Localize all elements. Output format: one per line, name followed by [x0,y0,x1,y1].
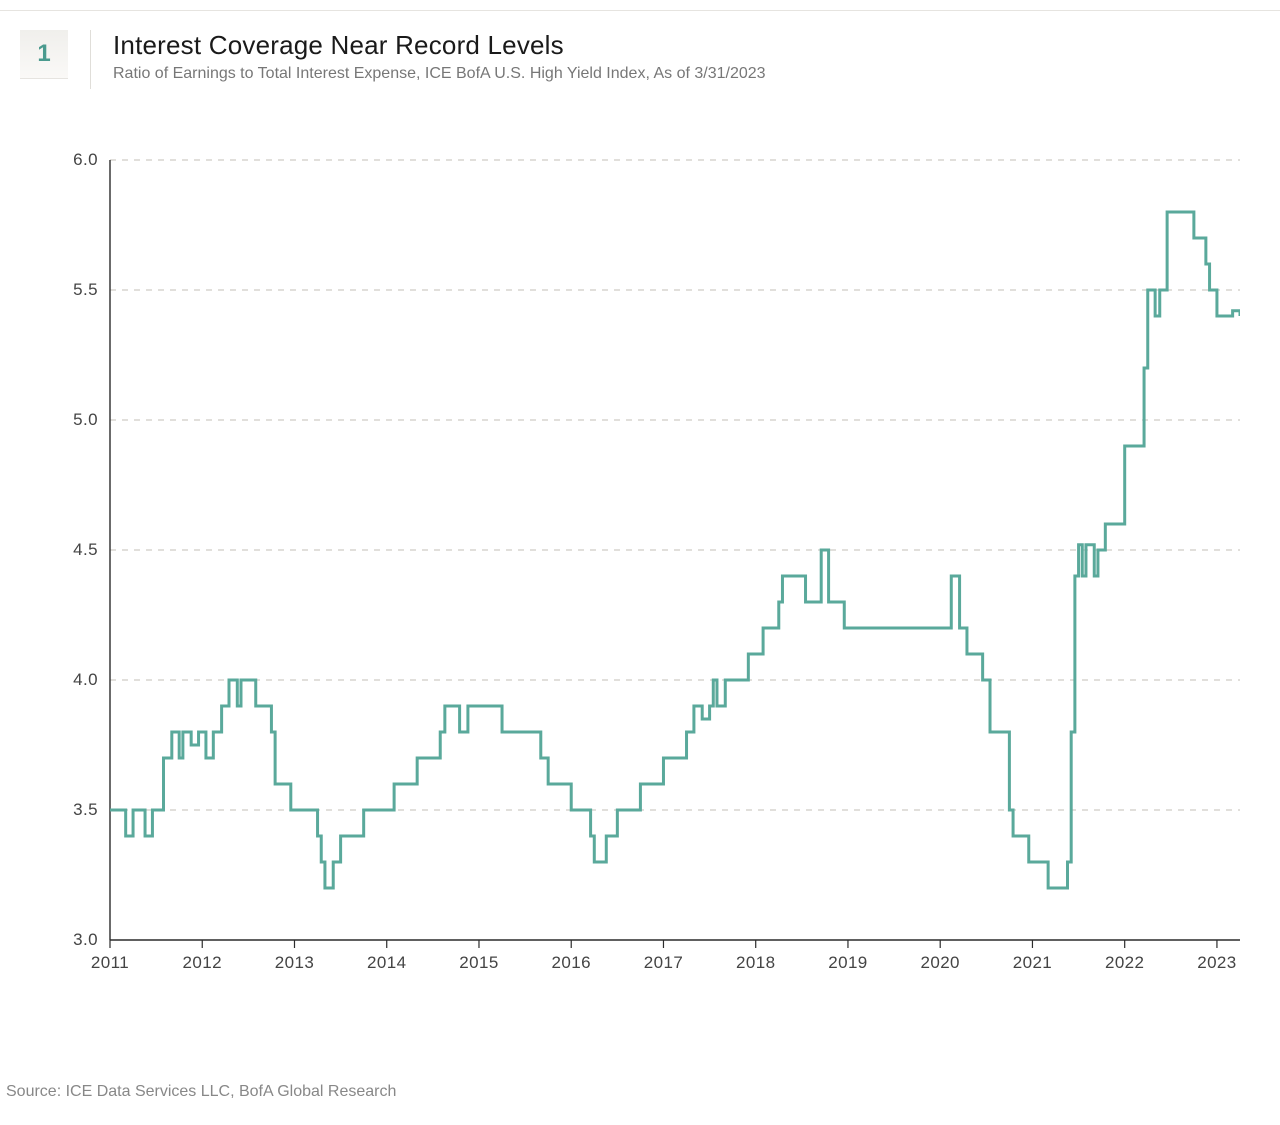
svg-text:2020: 2020 [920,953,959,972]
chart-number-badge: 1 [20,30,68,78]
svg-text:2012: 2012 [183,953,222,972]
svg-text:3.0: 3.0 [73,930,98,949]
svg-text:6.0: 6.0 [73,150,98,169]
svg-text:2014: 2014 [367,953,406,972]
chart-container: 1 Interest Coverage Near Record Levels R… [0,0,1280,1125]
svg-text:2018: 2018 [736,953,775,972]
top-border-rule [0,10,1280,11]
chart-subtitle: Ratio of Earnings to Total Interest Expe… [113,65,766,83]
svg-text:2017: 2017 [644,953,683,972]
chart-plot-area: 3.0 3.5 4.0 4.5 5.0 5.5 6.0 2011 2012 2013 2014 201… [70,150,1240,980]
svg-text:2023: 2023 [1197,953,1236,972]
chart-header: 1 Interest Coverage Near Record Levels R… [20,30,1260,89]
svg-text:4.5: 4.5 [73,540,98,559]
svg-text:2022: 2022 [1105,953,1144,972]
svg-text:2015: 2015 [459,953,498,972]
header-title-block: Interest Coverage Near Record Levels Rat… [90,30,766,89]
svg-text:2019: 2019 [828,953,867,972]
svg-text:2013: 2013 [275,953,314,972]
svg-text:2011: 2011 [91,953,129,972]
svg-text:3.5: 3.5 [73,800,98,819]
svg-text:2016: 2016 [552,953,591,972]
svg-text:4.0: 4.0 [73,670,98,689]
svg-text:2021: 2021 [1013,953,1052,972]
chart-source-caption: Source: ICE Data Services LLC, BofA Glob… [6,1083,396,1101]
chart-title: Interest Coverage Near Record Levels [113,30,766,61]
svg-text:5.0: 5.0 [73,410,98,429]
svg-text:5.5: 5.5 [73,280,98,299]
